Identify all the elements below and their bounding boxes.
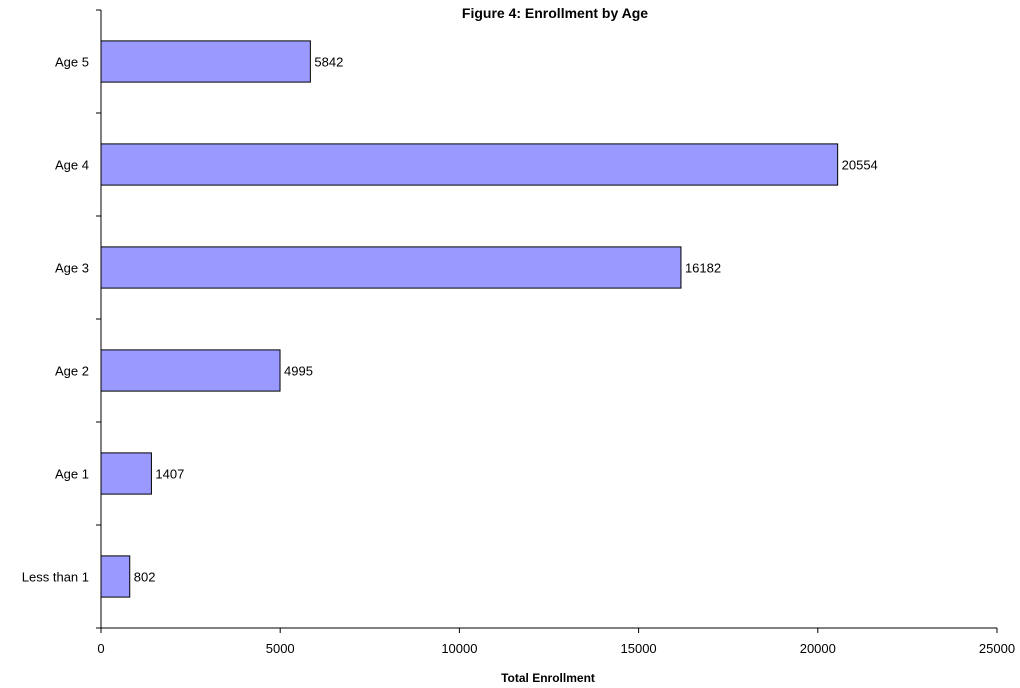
data-label-3: 16182 bbox=[685, 261, 721, 276]
x-tick-label-1: 5000 bbox=[266, 641, 295, 656]
x-tick-label-0: 0 bbox=[97, 641, 104, 656]
category-label-2: Age 2 bbox=[55, 364, 89, 379]
bar-1 bbox=[100, 452, 152, 495]
x-tick-label-2: 10000 bbox=[441, 641, 477, 656]
category-label-5: Age 5 bbox=[55, 55, 89, 70]
x-tick-label-5: 25000 bbox=[979, 641, 1015, 656]
category-label-0: Less than 1 bbox=[22, 570, 89, 585]
data-label-2: 4995 bbox=[284, 364, 313, 379]
bars-layer: 802 1407 4995 16182 20554 5842 bbox=[100, 40, 878, 598]
data-label-1: 1407 bbox=[155, 467, 184, 482]
bar-2 bbox=[100, 349, 281, 392]
x-tick-label-3: 15000 bbox=[621, 641, 657, 656]
bar-5 bbox=[100, 40, 311, 83]
bar-0 bbox=[100, 555, 131, 598]
data-label-5: 5842 bbox=[314, 55, 343, 70]
category-label-1: Age 1 bbox=[55, 467, 89, 482]
category-label-3: Age 3 bbox=[55, 261, 89, 276]
x-axis-title: Total Enrollment bbox=[501, 671, 595, 685]
bar-3 bbox=[100, 246, 682, 289]
data-label-0: 802 bbox=[134, 570, 156, 585]
category-label-4: Age 4 bbox=[55, 158, 89, 173]
x-tick-label-4: 20000 bbox=[800, 641, 836, 656]
axes-layer: Less than 1 Age 1 Age 2 Age 3 Age 4 Age 5 0 500… bbox=[22, 9, 1015, 656]
data-label-4: 20554 bbox=[842, 158, 878, 173]
chart-title: Figure 4: Enrollment by Age bbox=[462, 5, 648, 21]
bar-4 bbox=[100, 143, 839, 186]
